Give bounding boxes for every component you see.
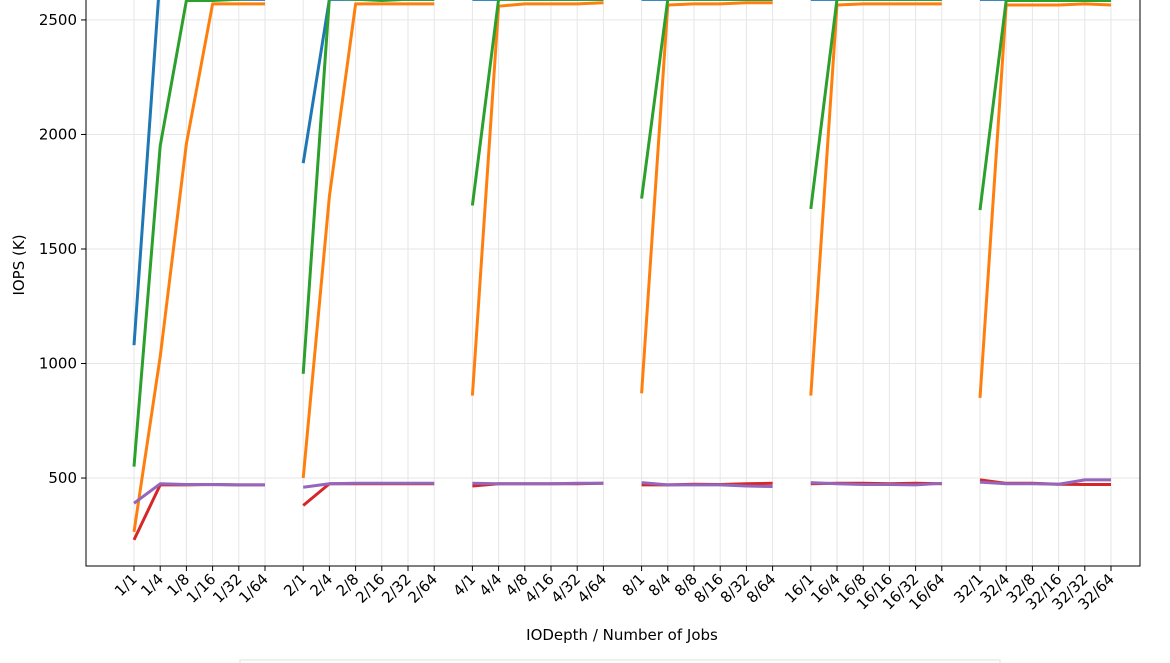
series-line (978, 0, 1111, 211)
y-tick-label: 500 (48, 469, 77, 487)
series-line (470, 1, 604, 396)
series-line (132, 482, 265, 541)
plot-frame (85, 0, 1141, 567)
series-line (978, 2, 1112, 398)
x-axis-label: IODepth / Number of Jobs (526, 626, 718, 644)
series-line (301, 0, 435, 374)
y-tick-label: 1000 (39, 355, 77, 373)
series-line (301, 0, 435, 164)
grid (86, 0, 1140, 566)
series-line (303, 481, 435, 489)
plot-lines (132, 0, 1112, 541)
series-line (809, 0, 942, 210)
series-line (809, 2, 942, 396)
x-tick-label: 2/64 (404, 570, 441, 607)
x-tick-label: 1/64 (235, 570, 272, 607)
x-tick-label: 4/64 (574, 570, 611, 607)
legend-frame (239, 659, 1001, 663)
series-line (810, 481, 942, 487)
series-line (302, 482, 435, 507)
series-line (301, 2, 435, 479)
series-line (133, 482, 265, 505)
x-tick-label: 8/4 (645, 570, 675, 600)
x-tick-label: 2/4 (306, 570, 336, 600)
y-tick-label: 1500 (39, 240, 77, 258)
series-line (470, 0, 604, 206)
y-tick-label: 2000 (39, 125, 77, 143)
y-tick-label: 2500 (39, 11, 77, 29)
series-line (641, 481, 773, 489)
x-tick-label: 2/1 (280, 570, 310, 600)
x-tick-label: 4/4 (476, 570, 506, 600)
series-line (132, 0, 258, 467)
series-line (640, 1, 773, 394)
series-line (640, 0, 773, 199)
x-tick-label: 4/1 (449, 570, 479, 600)
x-tick-label: 8/64 (743, 570, 780, 607)
series-line (132, 2, 265, 533)
y-axis-label: IOPS (K) (10, 234, 28, 295)
series-line (979, 478, 1111, 486)
x-tick-label: 1/1 (111, 570, 141, 600)
x-tick-label: 8/1 (619, 570, 649, 600)
series-line (132, 0, 265, 346)
x-tick-label: 1/4 (137, 570, 167, 600)
